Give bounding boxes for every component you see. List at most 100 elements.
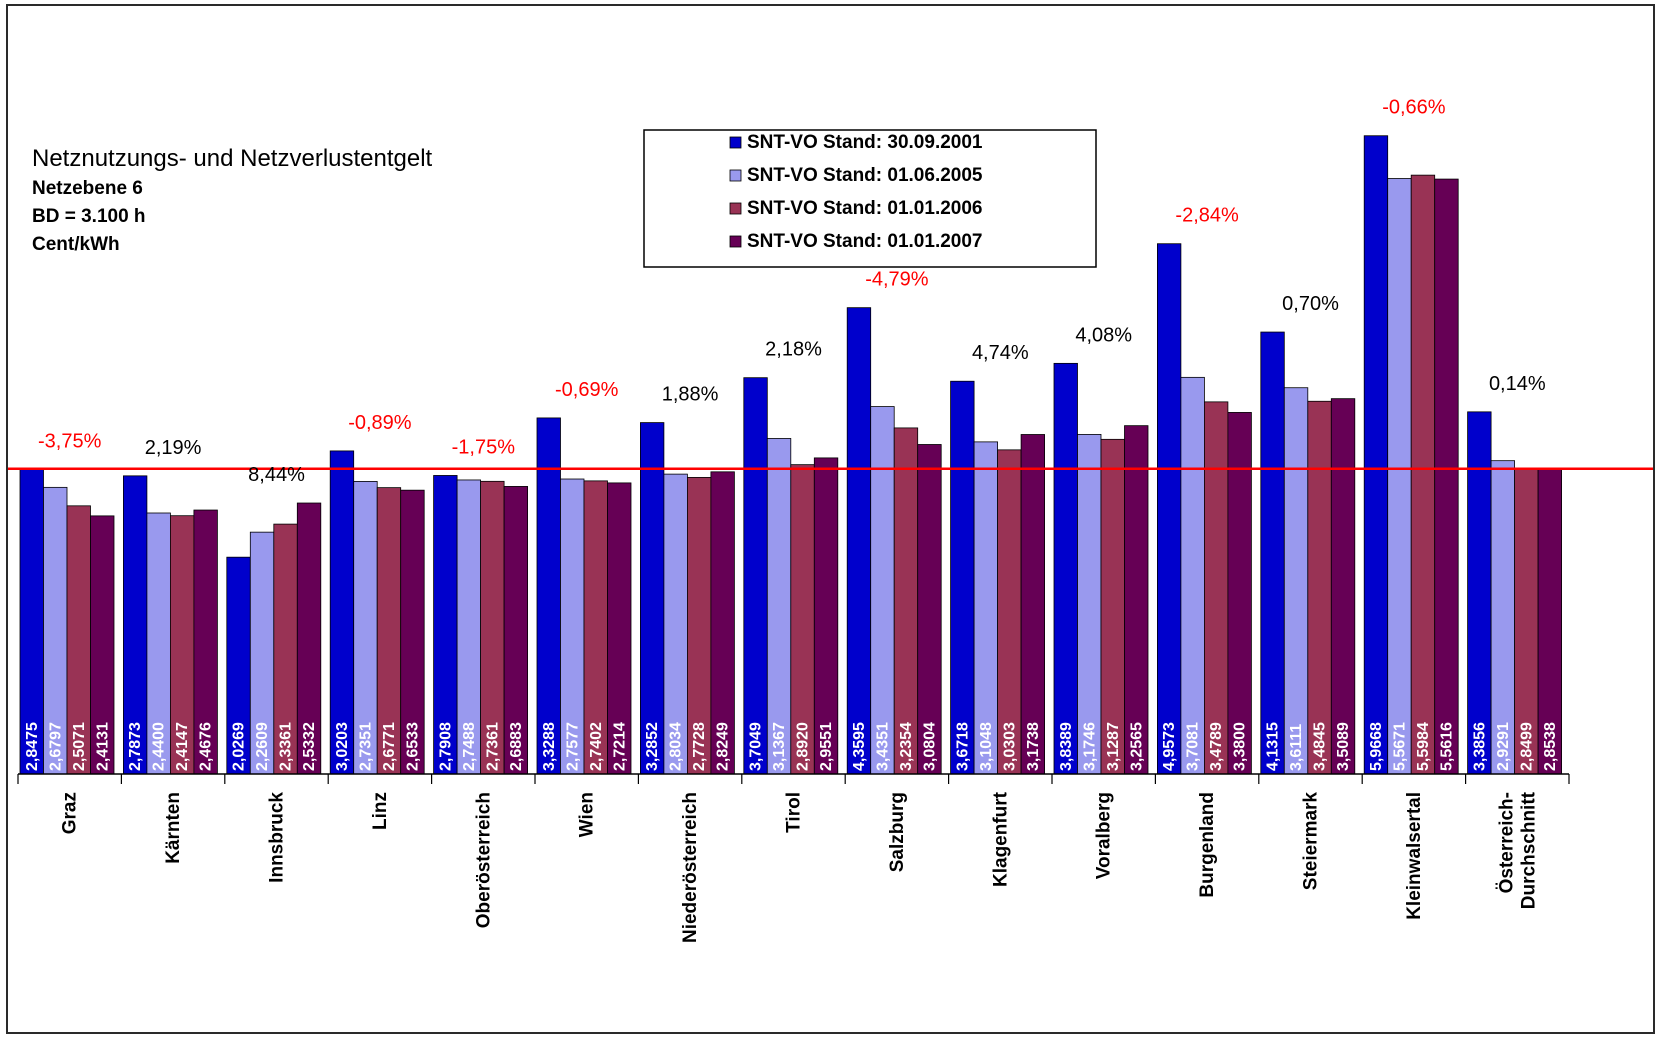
bar-value-label: 2,4676 [198, 722, 215, 771]
bar [1204, 401, 1229, 775]
bar-value-label: 3,3856 [1471, 722, 1488, 771]
bar [640, 422, 665, 775]
bar [950, 380, 975, 775]
chart-title: Netznutzungs- und Netzverlustentgelt [32, 145, 433, 172]
bar-value-label: 2,8499 [1518, 722, 1535, 771]
bar-value-label: 2,8538 [1542, 722, 1559, 771]
change-label: 8,44% [248, 464, 305, 486]
bar-value-label: 2,6883 [508, 722, 525, 771]
bar [1307, 400, 1332, 775]
change-label: 2,18% [765, 339, 822, 361]
legend-label: SNT-VO Stand: 01.01.2007 [747, 231, 983, 252]
change-label: -0,69% [555, 379, 619, 401]
bar [1330, 398, 1356, 775]
bar-value-label: 2,7402 [588, 722, 605, 771]
bar [1180, 376, 1205, 775]
bar-value-label: 3,2565 [1128, 722, 1145, 771]
bar-value-label: 3,3288 [541, 722, 558, 771]
bar-value-label: 3,7081 [1185, 722, 1202, 771]
legend-swatch [729, 136, 742, 149]
category-label: Niederösterreich [680, 792, 701, 943]
legend-box [643, 129, 1097, 268]
bar-value-label: 3,4845 [1312, 722, 1329, 771]
bar [1363, 135, 1389, 775]
bar-value-label: 2,0269 [231, 722, 248, 771]
bar [1283, 387, 1309, 775]
bar-value-label: 3,2852 [644, 722, 661, 771]
chart-subtitle-2: BD = 3.100 h [32, 206, 146, 227]
category-label: Innsbruck [267, 792, 288, 883]
bar-value-label: 2,6771 [381, 722, 398, 771]
change-label: -4,79% [865, 269, 929, 291]
bar-value-label: 3,7049 [748, 722, 765, 771]
bar-value-label: 5,5616 [1438, 722, 1455, 771]
bar-series-group [8, 135, 1653, 775]
change-label: -1,75% [452, 436, 516, 458]
category-label: Österreich- [1496, 792, 1517, 893]
category-label: Kleinwalsertal [1404, 792, 1425, 920]
bar-value-label: 4,3595 [851, 722, 868, 771]
bar-value-label: 3,0303 [1001, 722, 1018, 771]
bar-value-label: 2,5071 [71, 722, 88, 771]
value-label-group: 2,8475 2,6797 2,5071 2,4131 2,7873 2,4400 2,41… [24, 722, 1559, 771]
category-label-group: Graz Kärnten Innsbruck Linz Oberösterreich Wi… [60, 791, 1540, 943]
bar-value-label: 4,1315 [1265, 722, 1282, 771]
bar-value-label: 3,1738 [1025, 722, 1042, 771]
legend-label: SNT-VO Stand: 01.01.2006 [747, 198, 983, 219]
bar-value-label: 3,3800 [1232, 722, 1249, 771]
legend-swatch [729, 169, 742, 182]
chart-subtitle-1: Netzebene 6 [32, 178, 143, 199]
category-label: Linz [370, 792, 391, 830]
category-label: Wien [577, 792, 598, 837]
bar-value-label: 2,3361 [278, 722, 295, 771]
legend-swatch [729, 235, 742, 248]
bar-value-label: 3,5089 [1335, 722, 1352, 771]
change-label: 0,14% [1489, 373, 1546, 395]
bar-value-label: 2,7873 [127, 722, 144, 771]
bar-value-label: 2,8920 [795, 722, 812, 771]
change-label: -3,75% [38, 430, 102, 452]
bar [743, 377, 768, 775]
bar-value-label: 3,4351 [874, 722, 891, 771]
change-label: 4,74% [972, 342, 1029, 364]
bar-value-label: 2,4400 [151, 722, 168, 771]
change-label: 1,88% [662, 384, 719, 406]
bar-value-label: 2,8249 [715, 722, 732, 771]
bar [1260, 331, 1285, 775]
bar-value-label: 3,0804 [921, 722, 938, 771]
category-label: Kärnten [163, 792, 184, 864]
change-label: 0,70% [1282, 293, 1339, 315]
bar-value-label: 2,5332 [301, 722, 318, 771]
bar-value-label: 2,9551 [818, 722, 835, 771]
chart-subtitle-3: Cent/kWh [32, 234, 120, 255]
bar [1124, 425, 1149, 775]
bar-value-label: 5,5984 [1415, 722, 1432, 771]
category-label: Graz [60, 792, 81, 834]
bar-value-label: 2,2609 [254, 722, 271, 771]
category-label: Voralberg [1094, 792, 1115, 879]
bar-value-label: 3,1048 [978, 722, 995, 771]
bar-value-label: 2,7361 [484, 722, 501, 771]
bar-value-label: 2,7214 [611, 722, 628, 771]
bar-chart: Netznutzungs- und Netzverlustentgelt Net… [8, 97, 1653, 943]
bar-value-label: 2,4131 [94, 722, 111, 771]
bar-value-label: 2,6797 [47, 722, 64, 771]
bar [1387, 178, 1412, 775]
bar-value-label: 2,7577 [564, 722, 581, 771]
bar-value-label: 3,4789 [1208, 722, 1225, 771]
bar [1157, 243, 1182, 775]
bar-value-label: 3,1746 [1081, 722, 1098, 771]
legend-label: SNT-VO Stand: 30.09.2001 [747, 132, 983, 153]
bar [1053, 362, 1078, 775]
bar-value-label: 2,7488 [461, 722, 478, 771]
change-label-group: -3,75% 2,19% 8,44% -0,89% -1,75% -0,69% 1,88% 2… [38, 97, 1546, 486]
bar [536, 417, 561, 775]
bar [1467, 411, 1492, 775]
bar-value-label: 5,9668 [1368, 722, 1385, 771]
category-label: Oberösterreich [473, 792, 494, 928]
bar-value-label: 2,7728 [691, 722, 708, 771]
category-label: Klagenfurt [990, 791, 1011, 887]
bar [1227, 412, 1252, 775]
change-label: 2,19% [145, 437, 202, 459]
bar-value-label: 3,8389 [1058, 722, 1075, 771]
